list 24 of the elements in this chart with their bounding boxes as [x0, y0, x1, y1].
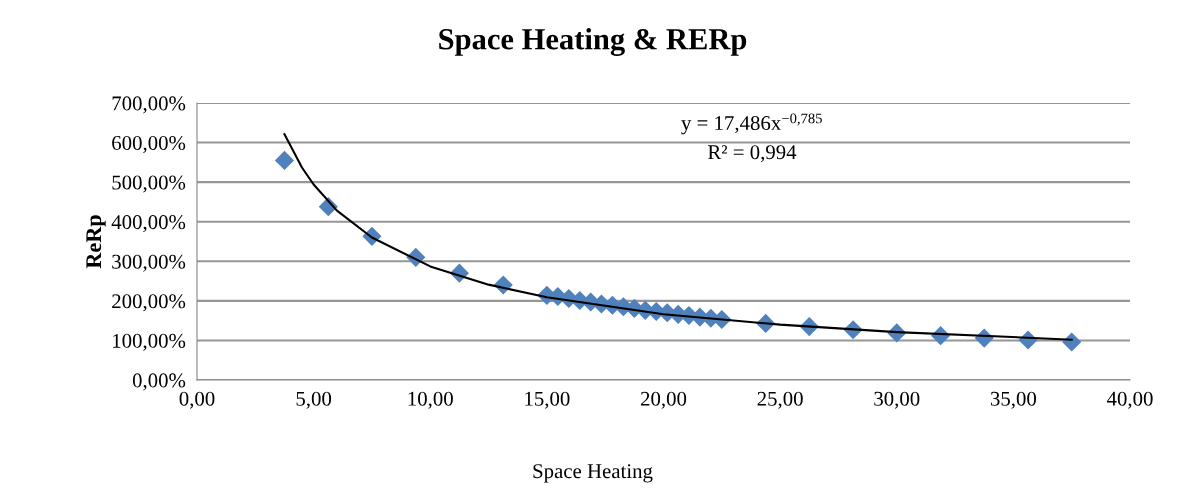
annotation: R² = 0,994 [708, 145, 797, 163]
x-tick-label: 35,00 [990, 391, 1037, 409]
chart-title: Space Heating & RERp [439, 28, 747, 56]
point [274, 150, 295, 170]
x-tick-label: 0,00 [179, 391, 215, 409]
x-axis-title: Space Heating [533, 464, 653, 483]
y-axis-title: ReRp [86, 215, 106, 269]
x-tick-label: 25,00 [757, 391, 803, 409]
y-tick-label: 0,00% [132, 373, 186, 391]
y-tick-label: 400,00% [111, 215, 186, 233]
y-tick-label: 700,00% [112, 96, 186, 114]
y-tick-label: 600,00% [112, 135, 186, 153]
x-tick-label: 20,00 [640, 391, 687, 409]
x-tick-label: 5,00 [296, 391, 332, 409]
x-tick-label: 10,00 [408, 391, 453, 409]
point [1062, 332, 1082, 352]
x-tick-label: 40,00 [1106, 391, 1153, 409]
y-tick-label: 500,00% [112, 175, 186, 193]
y-tick-label: 300,00% [112, 254, 186, 272]
y-tick-label: 100,00% [113, 333, 186, 351]
x-tick-label: 15,00 [525, 391, 570, 409]
annotation: y = 17,486x$^{−0,785}$ [681, 113, 822, 135]
x-tick-label: 30,00 [874, 391, 920, 409]
y-tick-label: 200,00% [112, 294, 186, 312]
